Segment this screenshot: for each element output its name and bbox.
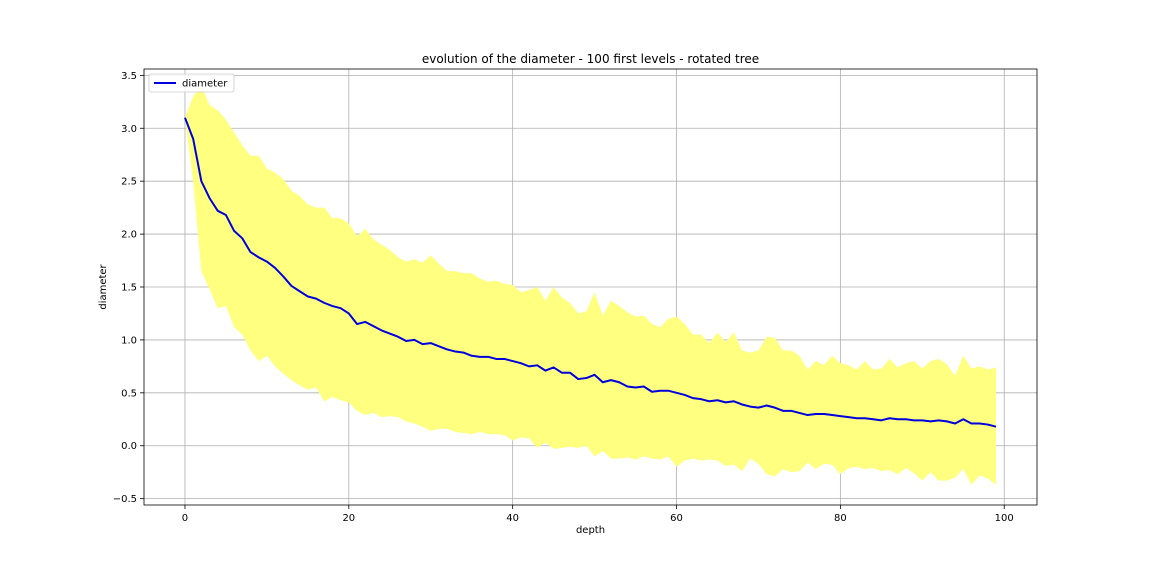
x-tick-label: 20 bbox=[342, 513, 355, 524]
x-axis-label: depth bbox=[576, 525, 605, 536]
std-band bbox=[184, 85, 997, 485]
x-tick-label: 0 bbox=[182, 513, 188, 524]
y-tick-label: 3.0 bbox=[121, 124, 137, 135]
legend-box bbox=[148, 73, 235, 93]
chart-title: evolution of the diameter - 100 first le… bbox=[422, 52, 759, 66]
x-tick-label: 60 bbox=[670, 513, 683, 524]
series-line-diameter bbox=[184, 117, 997, 428]
y-tick-label: 0.5 bbox=[121, 388, 137, 399]
x-tick-label: 40 bbox=[506, 513, 519, 524]
band-layer bbox=[184, 85, 997, 485]
y-tick-label: 1.0 bbox=[121, 335, 137, 346]
y-tick-label: 2.5 bbox=[121, 177, 137, 188]
y-tick-label: 2.0 bbox=[121, 230, 137, 241]
x-tick-label: 80 bbox=[834, 513, 847, 524]
legend-label: diameter bbox=[182, 79, 228, 90]
y-axis-label: diameter bbox=[98, 263, 109, 309]
y-tick-label: 1.5 bbox=[121, 283, 137, 294]
axis-ticks: 0 20 40 60 80 100 −0.5 0.0 0.5 1.0 1.5 2.0 2.5 3.0 3.5 bbox=[113, 71, 1014, 524]
y-tick-label: −0.5 bbox=[113, 494, 137, 505]
legend: diameter bbox=[148, 73, 235, 93]
x-tick-label: 100 bbox=[995, 513, 1014, 524]
line-layer bbox=[184, 117, 997, 428]
y-tick-label: 0.0 bbox=[121, 441, 137, 452]
y-tick-label: 3.5 bbox=[121, 71, 137, 82]
